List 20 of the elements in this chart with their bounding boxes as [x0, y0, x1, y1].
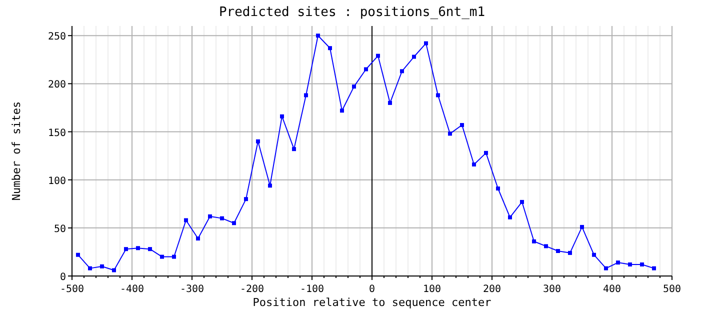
y-tick-label: 0	[60, 272, 66, 283]
x-tick-label: -200	[240, 284, 264, 295]
chart-title: Predicted sites : positions_6nt_m1	[218, 5, 486, 20]
x-tick-label: -500	[60, 284, 84, 295]
x-tick-label: -300	[180, 284, 204, 295]
x-tick-label: 300	[542, 284, 562, 295]
x-tick-label: 400	[602, 284, 622, 295]
y-tick-label: 50	[54, 224, 66, 235]
x-tick-label: -100	[300, 284, 324, 295]
x-tick-label: -400	[120, 284, 144, 295]
y-tick-label: 100	[48, 176, 66, 187]
x-tick-label: 100	[422, 284, 442, 295]
x-tick-label: 500	[662, 284, 682, 295]
y-tick-label: 150	[48, 128, 66, 139]
y-tick-label: 250	[48, 32, 66, 43]
x-tick-label: 0	[368, 284, 376, 295]
y-axis-title: Number of sites	[10, 101, 23, 201]
y-tick-label: 200	[48, 80, 66, 91]
x-axis-title: Position relative to sequence center	[252, 296, 492, 309]
x-tick-label: 200	[482, 284, 502, 295]
